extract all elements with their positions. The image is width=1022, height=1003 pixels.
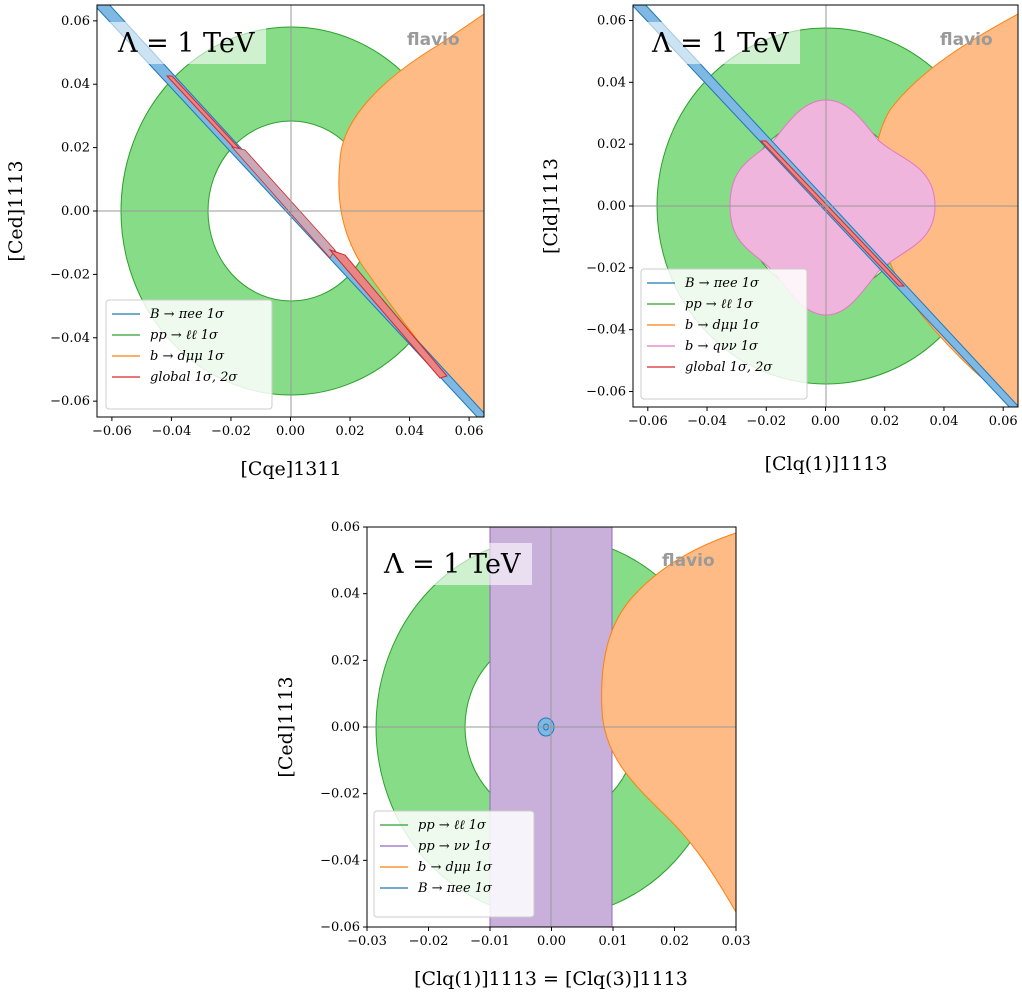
x-tick-label: 0.04 <box>395 424 424 439</box>
scale-annotation: Λ = 1 TeV <box>651 28 789 59</box>
b-dmumu-region <box>601 532 736 913</box>
y-tick-label: −0.04 <box>586 323 626 338</box>
y-tick-label: 0.06 <box>597 13 626 28</box>
panel-top-left: −0.06 −0.04 −0.02 0.00 0.02 0.04 0.06 −0.06 −0.0… <box>5 4 485 480</box>
legend-entry: b → qνν 1σ <box>685 339 759 354</box>
x-tick-label: 0.06 <box>989 414 1018 429</box>
y-tick-label: 0.02 <box>331 653 360 668</box>
y-tick-label: 0.02 <box>597 137 626 152</box>
y-tick-label: −0.04 <box>50 331 90 346</box>
panel-top-right: −0.06 −0.04 −0.02 0.00 0.02 0.04 0.06 −0.06 −0.0… <box>540 4 1019 475</box>
x-tick-label: −0.06 <box>628 414 668 429</box>
x-tick-label: −0.06 <box>92 424 132 439</box>
y-tick-label: −0.02 <box>586 261 626 276</box>
x-tick-label: 0.00 <box>276 424 305 439</box>
x-tick-label: 0.00 <box>537 934 566 949</box>
flavio-logo: flavio <box>662 551 715 571</box>
x-tick-label: −0.02 <box>211 424 251 439</box>
x-tick-label: −0.02 <box>409 934 449 949</box>
y-tick-label: 0.04 <box>61 77 90 92</box>
x-tick-label: 0.00 <box>811 414 840 429</box>
legend: pp → ℓℓ 1σ pp → νν 1σ b → dμμ 1σ B → πee 1σ <box>373 810 535 918</box>
legend-entry: B → πee 1σ <box>417 881 493 896</box>
y-tick-label: −0.06 <box>586 385 626 400</box>
flavio-logo: flavio <box>407 30 460 50</box>
x-axis-label: [Cqe]1311 <box>240 458 341 480</box>
y-tick-label: 0.00 <box>61 204 90 219</box>
x-axis-label: [Clq(1)]1113 = [Clq(3)]1113 <box>414 968 688 990</box>
y-tick-label: −0.06 <box>320 920 360 935</box>
x-tick-label: −0.03 <box>347 934 387 949</box>
legend-entry: global 1σ, 2σ <box>150 370 238 385</box>
x-tick-label: 0.02 <box>870 414 899 429</box>
global-region-upper <box>165 75 241 149</box>
y-axis-label: [Ced]1113 <box>275 676 297 777</box>
legend: B → πee 1σ pp → ℓℓ 1σ b → dμμ 1σ b → qνν 1σ… <box>640 268 808 400</box>
y-tick-label: 0.04 <box>597 75 626 90</box>
x-tick-label: −0.04 <box>687 414 727 429</box>
y-tick-label: −0.04 <box>320 853 360 868</box>
y-tick-label: 0.06 <box>331 520 360 535</box>
x-axis-label: [Clq(1)]1113 <box>765 453 888 475</box>
legend-entry: B → πee 1σ <box>684 276 760 291</box>
legend-entry: b → dμμ 1σ <box>685 318 760 333</box>
y-tick-label: −0.02 <box>320 787 360 802</box>
legend-entry: b → dμμ 1σ <box>418 860 493 875</box>
global-region <box>759 140 906 287</box>
x-tick-label: 0.02 <box>660 934 689 949</box>
legend-entry: b → dμμ 1σ <box>150 349 225 364</box>
legend: B → πee 1σ pp → ℓℓ 1σ b → dμμ 1σ global 1σ,… <box>105 299 273 410</box>
global-region-lower <box>328 248 448 379</box>
y-tick-label: 0.02 <box>61 141 90 156</box>
legend-entry: global 1σ, 2σ <box>685 360 773 375</box>
x-tick-label: −0.04 <box>152 424 192 439</box>
y-tick-label: 0.04 <box>331 587 360 602</box>
y-tick-label: −0.06 <box>50 394 90 409</box>
legend-entry: B → πee 1σ <box>149 307 225 322</box>
global-region-mid <box>230 146 336 259</box>
legend-entry: pp → ℓℓ 1σ <box>685 297 754 312</box>
panel-bottom: −0.03 −0.02 −0.01 0.00 0.01 0.02 0.03 −0.06 −0.0… <box>275 520 750 990</box>
legend-entry: pp → ℓℓ 1σ <box>150 328 219 343</box>
x-tick-label: 0.02 <box>336 424 365 439</box>
y-axis-label: [Cld]1113 <box>540 158 562 254</box>
x-tick-label: −0.02 <box>746 414 786 429</box>
x-tick-label: 0.01 <box>599 934 628 949</box>
x-tick-label: 0.04 <box>929 414 958 429</box>
x-tick-label: 0.03 <box>722 934 751 949</box>
y-tick-label: 0.00 <box>597 199 626 214</box>
y-tick-label: −0.02 <box>50 267 90 282</box>
y-axis-label: [Ced]1113 <box>5 160 27 261</box>
scale-annotation: Λ = 1 TeV <box>117 28 255 59</box>
x-tick-label: 0.06 <box>455 424 484 439</box>
y-tick-label: 0.00 <box>331 720 360 735</box>
flavio-logo: flavio <box>940 30 993 50</box>
legend-entry: pp → νν 1σ <box>418 839 492 854</box>
legend-entry: pp → ℓℓ 1σ <box>418 818 487 833</box>
y-tick-label: 0.06 <box>61 14 90 29</box>
x-tick-label: −0.01 <box>470 934 510 949</box>
scale-annotation: Λ = 1 TeV <box>383 549 521 580</box>
